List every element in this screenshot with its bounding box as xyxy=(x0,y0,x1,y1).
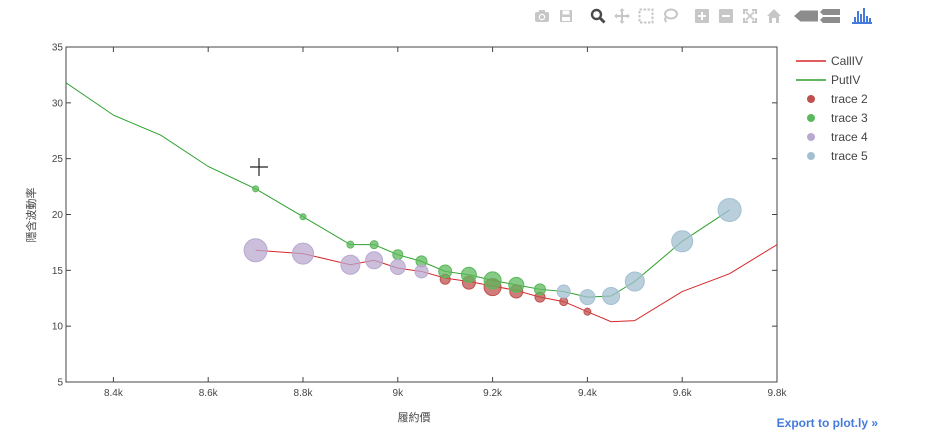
zoom-out-button[interactable] xyxy=(714,6,738,26)
y-tick-label: 10 xyxy=(52,322,64,333)
box-select-button[interactable] xyxy=(634,6,658,26)
data-point[interactable] xyxy=(602,287,621,306)
pan-icon xyxy=(614,8,630,24)
crosshair-cursor-icon xyxy=(250,158,268,176)
hover-closest-icon xyxy=(794,10,818,22)
hover-compare-button[interactable] xyxy=(818,6,842,26)
reset-axes-button[interactable] xyxy=(762,6,786,26)
legend-swatch xyxy=(807,133,815,141)
data-point[interactable] xyxy=(624,271,645,292)
y-axis: 5 10 15 20 25 30 35 xyxy=(52,43,777,389)
lasso-select-button[interactable] xyxy=(658,6,682,26)
legend-label: trace 4 xyxy=(831,130,868,144)
camera-icon xyxy=(535,10,549,22)
x-axis: 8.4k 8.6k 8.8k 9k 9.2k 9.4k 9.6k 9.8k xyxy=(104,47,788,399)
box-select-icon xyxy=(638,8,654,24)
data-point[interactable] xyxy=(483,271,502,290)
data-point[interactable] xyxy=(556,284,571,299)
data-point[interactable] xyxy=(671,230,694,253)
series-trace-4 xyxy=(243,238,429,279)
legend-swatch xyxy=(807,95,815,103)
x-tick-label: 8.6k xyxy=(199,388,219,399)
pan-button[interactable] xyxy=(610,6,634,26)
series-trace-5 xyxy=(556,198,742,306)
export-link[interactable]: Export to plot.ly » xyxy=(776,416,878,430)
zoom-in-button[interactable] xyxy=(690,6,714,26)
data-point[interactable] xyxy=(579,289,596,306)
legend-swatch xyxy=(807,152,815,160)
x-tick-label: 9.4k xyxy=(578,388,598,399)
modebar xyxy=(530,6,874,26)
legend-label: trace 2 xyxy=(831,92,868,106)
traces xyxy=(66,82,777,323)
legend-item[interactable]: CallIV xyxy=(796,54,863,68)
legend-item[interactable]: trace 3 xyxy=(807,111,869,125)
zoom-button[interactable] xyxy=(586,6,610,26)
data-point[interactable] xyxy=(340,254,361,275)
x-tick-label: 9k xyxy=(393,388,405,399)
data-point[interactable] xyxy=(534,283,546,296)
data-point[interactable] xyxy=(369,240,379,250)
data-point[interactable] xyxy=(389,258,406,275)
legend-label: PutIV xyxy=(831,73,860,87)
save-icon xyxy=(560,10,572,22)
autoscale-button[interactable] xyxy=(738,6,762,26)
y-tick-label: 5 xyxy=(57,378,63,389)
series-trace-3 xyxy=(252,185,546,296)
data-point[interactable] xyxy=(243,238,268,263)
hover-compare-icon xyxy=(820,9,840,23)
data-point[interactable] xyxy=(508,276,525,293)
data-point[interactable] xyxy=(438,264,453,279)
plotly-logo-button[interactable] xyxy=(850,6,874,26)
legend: CallIV PutIV trace 2 trace 3 trace 4 trace 5 xyxy=(796,54,868,163)
data-point[interactable] xyxy=(292,242,314,265)
autoscale-icon xyxy=(743,9,757,23)
y-tick-label: 15 xyxy=(52,266,64,277)
x-tick-label: 9.2k xyxy=(483,388,503,399)
camera-button[interactable] xyxy=(530,6,554,26)
save-button[interactable] xyxy=(554,6,578,26)
y-tick-label: 20 xyxy=(52,210,64,221)
data-point[interactable] xyxy=(414,264,429,279)
x-tick-label: 9.8k xyxy=(768,388,788,399)
plot-frame xyxy=(65,46,778,383)
data-point[interactable] xyxy=(392,249,404,261)
y-tick-label: 30 xyxy=(52,98,64,109)
plot-area xyxy=(65,46,778,383)
y-tick-label: 25 xyxy=(52,154,64,165)
y-axis-title: 隱含波動率 xyxy=(24,188,38,243)
legend-swatch xyxy=(807,114,815,122)
data-point[interactable] xyxy=(299,213,307,221)
data-point[interactable] xyxy=(559,297,569,307)
legend-item[interactable]: PutIV xyxy=(796,73,860,87)
x-tick-label: 9.6k xyxy=(673,388,693,399)
data-point[interactable] xyxy=(365,251,384,270)
x-tick-label: 8.4k xyxy=(104,388,124,399)
zoom-out-icon xyxy=(719,9,733,23)
x-tick-label: 8.8k xyxy=(294,388,314,399)
zoom-in-icon xyxy=(695,9,709,23)
legend-item[interactable]: trace 5 xyxy=(807,149,869,163)
zoom-icon xyxy=(590,8,606,24)
data-point[interactable] xyxy=(252,185,260,193)
legend-label: trace 3 xyxy=(831,111,868,125)
data-point[interactable] xyxy=(583,307,592,316)
plotly-logo-icon xyxy=(852,8,872,24)
lasso-select-icon xyxy=(664,8,678,23)
hover-closest-button[interactable] xyxy=(794,6,818,26)
legend-label: CallIV xyxy=(831,54,863,68)
home-icon xyxy=(767,9,781,23)
y-tick-label: 35 xyxy=(52,43,64,54)
legend-item[interactable]: trace 4 xyxy=(807,130,869,144)
legend-item[interactable]: trace 2 xyxy=(807,92,869,106)
data-point[interactable] xyxy=(460,266,477,283)
x-axis-title: 履約價 xyxy=(398,410,431,424)
data-point[interactable] xyxy=(717,198,742,223)
legend-label: trace 5 xyxy=(831,149,868,163)
data-point[interactable] xyxy=(346,240,355,249)
